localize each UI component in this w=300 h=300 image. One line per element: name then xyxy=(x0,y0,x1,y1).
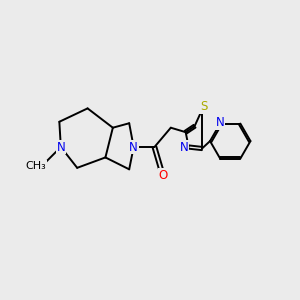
Text: O: O xyxy=(159,169,168,182)
Text: N: N xyxy=(129,140,138,154)
Text: N: N xyxy=(216,116,224,129)
Text: N: N xyxy=(56,140,65,154)
Text: S: S xyxy=(200,100,207,113)
Text: CH₃: CH₃ xyxy=(26,161,46,171)
Text: N: N xyxy=(180,140,189,154)
